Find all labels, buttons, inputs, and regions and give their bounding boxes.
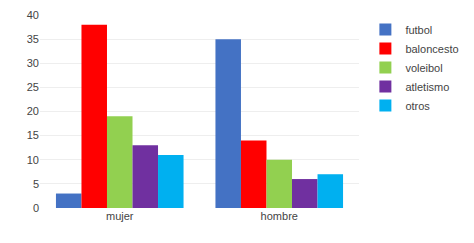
svg-text:otros: otros xyxy=(405,100,430,112)
svg-text:10: 10 xyxy=(27,154,39,166)
svg-text:15: 15 xyxy=(27,129,39,141)
svg-text:atletismo: atletismo xyxy=(405,81,449,93)
svg-text:futbol: futbol xyxy=(405,24,432,36)
svg-text:20: 20 xyxy=(27,105,39,117)
svg-text:5: 5 xyxy=(33,178,39,190)
svg-text:35: 35 xyxy=(27,33,39,45)
svg-text:voleibol: voleibol xyxy=(405,62,442,74)
svg-text:30: 30 xyxy=(27,57,39,69)
svg-text:25: 25 xyxy=(27,81,39,93)
svg-text:mujer: mujer xyxy=(106,210,134,222)
svg-text:0: 0 xyxy=(33,202,39,214)
svg-text:baloncesto: baloncesto xyxy=(405,43,458,55)
svg-text:hombre: hombre xyxy=(261,210,298,222)
svg-text:40: 40 xyxy=(27,9,39,21)
